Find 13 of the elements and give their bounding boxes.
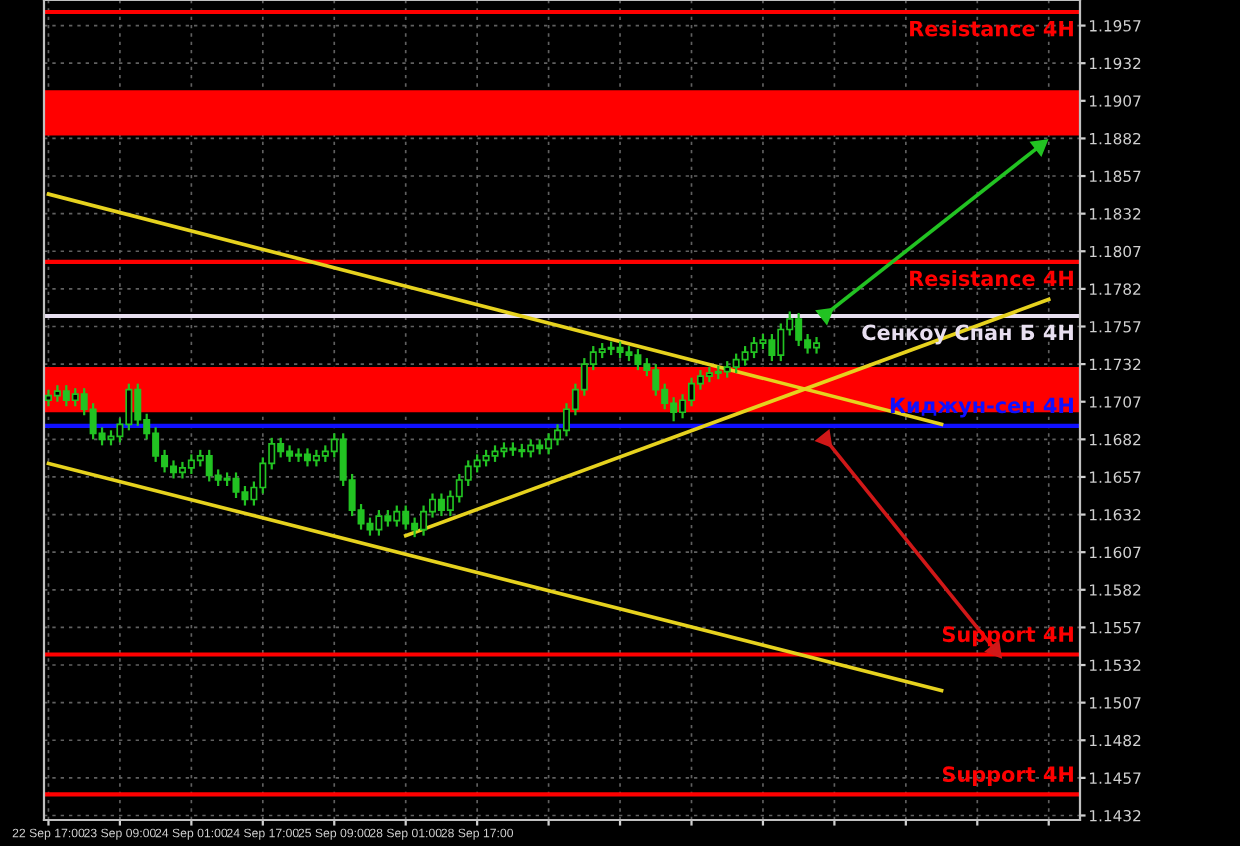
point [816,307,834,325]
point [1030,139,1048,156]
candlestick [169,459,178,480]
candlestick [232,471,240,500]
ref-line-label: Support 4H [942,766,1073,787]
candlestick [750,335,758,360]
point [815,430,833,448]
ref-line-label: Resistance 4H [910,20,1073,37]
ref-line-label: Resistance 4H [910,270,1073,287]
candlestick [687,376,696,408]
candlestick [241,484,249,507]
ref-line-label: Сенкоу Спан Б 4H [862,324,1073,345]
candlestick [366,516,374,537]
